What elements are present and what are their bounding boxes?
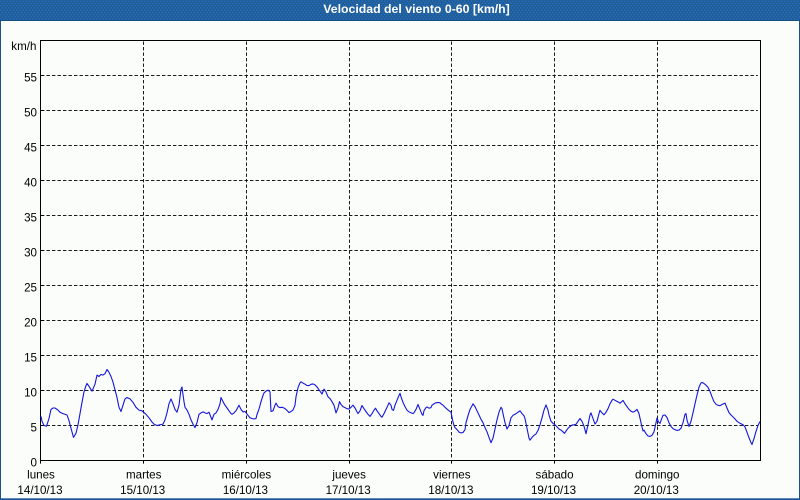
svg-text:15/10/13: 15/10/13 — [120, 484, 165, 497]
svg-text:miércoles: miércoles — [222, 468, 272, 481]
svg-text:45: 45 — [24, 141, 37, 154]
svg-text:20: 20 — [24, 316, 37, 329]
svg-text:35: 35 — [24, 211, 37, 224]
svg-text:40: 40 — [24, 176, 37, 189]
svg-text:16/10/13: 16/10/13 — [223, 484, 268, 497]
svg-text:km/h: km/h — [11, 40, 36, 53]
svg-text:lunes: lunes — [27, 468, 55, 481]
svg-text:25: 25 — [24, 281, 37, 294]
svg-text:14/10/13: 14/10/13 — [17, 484, 62, 497]
svg-text:0: 0 — [31, 456, 37, 469]
svg-text:19/10/13: 19/10/13 — [531, 484, 576, 497]
svg-text:18/10/13: 18/10/13 — [428, 484, 473, 497]
svg-text:martes: martes — [126, 468, 162, 481]
svg-text:sábado: sábado — [536, 468, 574, 481]
svg-text:50: 50 — [24, 106, 37, 119]
svg-text:20/10/13: 20/10/13 — [634, 484, 679, 497]
svg-text:domingo: domingo — [635, 468, 679, 481]
svg-text:viernes: viernes — [433, 468, 471, 481]
svg-text:30: 30 — [24, 246, 37, 259]
svg-text:jueves: jueves — [331, 468, 366, 481]
svg-text:17/10/13: 17/10/13 — [326, 484, 371, 497]
svg-text:55: 55 — [24, 71, 37, 84]
svg-text:10: 10 — [24, 386, 37, 399]
svg-text:15: 15 — [24, 351, 37, 364]
svg-text:5: 5 — [31, 421, 37, 434]
